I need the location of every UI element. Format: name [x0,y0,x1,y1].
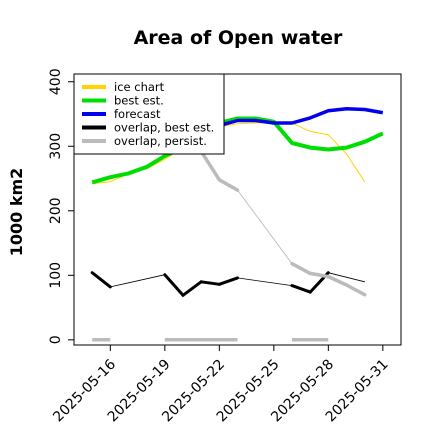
y-tick-label-300: 300 [48,133,64,160]
series-segment-overlap-best-est-4 [199,280,221,286]
plot-frame [73,73,402,346]
series-segment-overlap-persist-4 [308,271,331,279]
y-axis: 0 100 200 300 400 [48,68,74,344]
series-segment-overlap-best-est-6 [237,277,293,287]
y-axis-label: 1000 km2 [7,168,26,257]
series-segment-overlap-persist-6 [344,283,367,297]
y-tick-label-100: 100 [48,262,64,289]
series-segment-overlap-best-est-2 [163,273,185,297]
series-segment-overlap-persist-2 [237,189,293,265]
series-segment-overlap-persist-3 [290,261,312,276]
series-segment-overlap-persist-5 [326,274,349,287]
series-segment-overlap-persist-0 [199,149,222,182]
series-segment-overlap-best-est-1 [109,274,166,288]
series-segment-overlap-best-est-0 [90,271,112,289]
x-axis: 2025-05-162025-05-192025-05-222025-05-25… [50,345,392,425]
legend-label-1: best est. [114,94,164,108]
legend-label-0: ice chart [114,80,165,94]
y-tick-label-0: 0 [48,335,64,344]
y-tick-label-200: 200 [48,197,64,224]
series-segment-overlap-persist-1 [217,178,240,192]
y-tick-label-400: 400 [48,68,64,95]
series-line-forecast [200,107,384,142]
series-segment-overlap-best-est-9 [327,272,366,283]
legend-label-4: overlap, persist. [114,134,207,148]
series-segment-overlap-best-est-3 [181,280,203,297]
series-line-best-est [91,116,384,185]
plot-layer [90,107,384,342]
legend-label-2: forecast [114,107,161,121]
series-segment-overlap-best-est-7 [290,284,312,294]
series-segment-overlap-best-est-5 [217,276,239,286]
legend-label-3: overlap, best est. [114,121,214,135]
chart-title: Area of Open water [134,27,343,49]
